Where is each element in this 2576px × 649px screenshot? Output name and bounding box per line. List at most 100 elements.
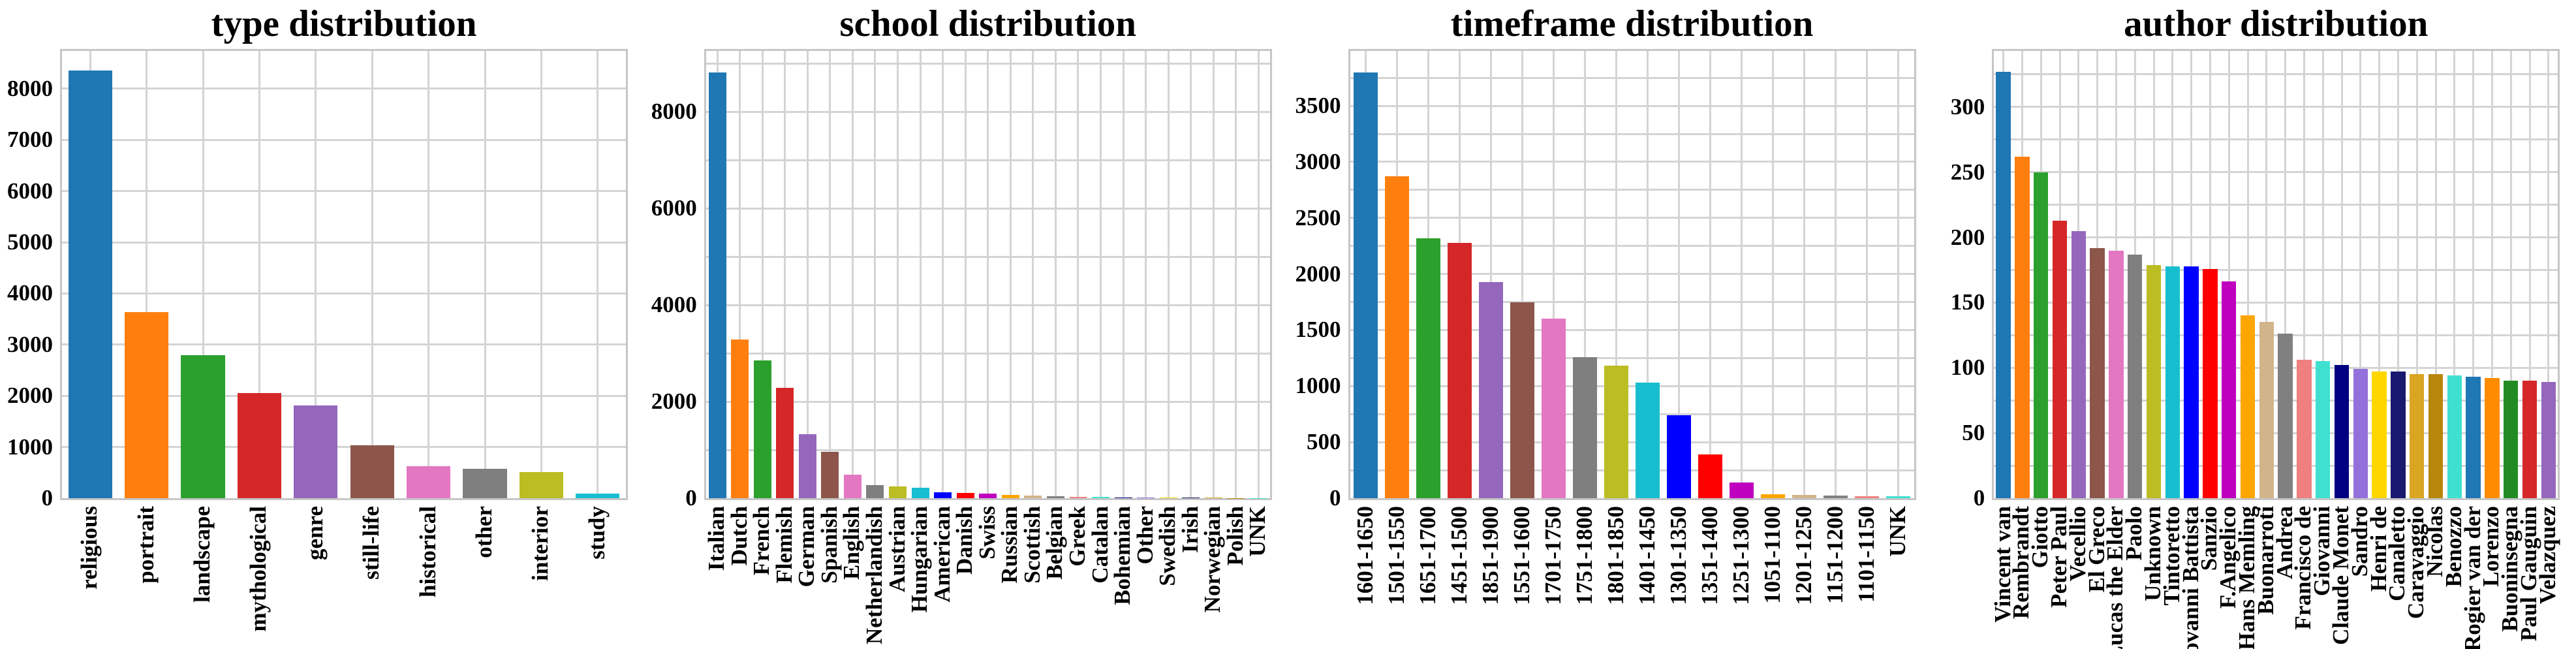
x-tick-label: genre [302, 506, 328, 560]
y-tick-label: 100 [1950, 355, 1985, 381]
y-tick-label: 200 [1950, 224, 1985, 250]
bar-1651-1700 [1416, 238, 1441, 498]
bar-claude-monet [2334, 365, 2350, 498]
x-gridline [1772, 51, 1774, 498]
bar-english [843, 474, 861, 498]
x-gridline [942, 51, 944, 498]
bar-french [753, 360, 771, 498]
bar-1751-1800 [1572, 356, 1598, 498]
bar-unk [1885, 496, 1911, 498]
x-gridline [2246, 51, 2249, 498]
bar-greek [1069, 496, 1087, 498]
x-gridline [2321, 51, 2324, 498]
y-tick-label: 50 [1962, 420, 1985, 446]
y-gridline [1994, 236, 2558, 239]
x-gridline [146, 51, 148, 498]
x-gridline [2397, 51, 2399, 498]
bar-catalan [1092, 497, 1110, 498]
x-gridline [2303, 51, 2305, 498]
x-gridline [1167, 51, 1170, 498]
x-tick-label: 1501-1550 [1383, 506, 1409, 605]
x-gridline [897, 51, 899, 498]
x-gridline [739, 51, 741, 498]
x-gridline [371, 51, 373, 498]
y-tick-label: 0 [1329, 485, 1341, 511]
plot-area [1992, 49, 2560, 500]
x-gridline [2284, 51, 2287, 498]
bar-russian [1001, 494, 1019, 498]
y-tick-label: 2000 [7, 383, 53, 409]
bar-el-greco [2090, 247, 2105, 498]
y-tick-label: 500 [1307, 429, 1341, 455]
y-tick-label: 4000 [7, 280, 53, 306]
x-tick-label: landscape [189, 506, 215, 603]
y-gridline [1350, 161, 1914, 163]
x-gridline [1584, 51, 1586, 498]
y-tick-label: 3000 [1295, 148, 1341, 174]
bar-velazquez [2541, 382, 2556, 498]
x-tick-label: 1151-1200 [1822, 506, 1848, 604]
bar-1051-1100 [1760, 494, 1786, 498]
y-tick-label: 1000 [1295, 373, 1341, 399]
bar-1301-1350 [1666, 415, 1692, 498]
plot-area [1348, 49, 1916, 500]
bar-lucas-the-elder [2109, 250, 2124, 498]
x-tick-label: 1551-1600 [1508, 506, 1534, 605]
y-gridline [1994, 204, 2558, 206]
x-gridline [597, 51, 599, 498]
bar-canaletto [2391, 372, 2406, 498]
x-gridline [761, 51, 764, 498]
x-gridline [1190, 51, 1192, 498]
x-gridline [1647, 51, 1649, 498]
x-gridline [2434, 51, 2437, 498]
x-gridline [202, 51, 204, 498]
x-gridline [1490, 51, 1492, 498]
y-gridline [1350, 356, 1914, 359]
x-gridline [2340, 51, 2343, 498]
x-gridline [874, 51, 877, 498]
x-tick-label: Greek [1064, 506, 1090, 567]
x-tick-label: study [583, 506, 610, 560]
x-gridline [806, 51, 809, 498]
bar-flemish [776, 387, 794, 498]
bar-vecellio [2071, 230, 2087, 498]
x-gridline [484, 51, 486, 498]
bar-1851-1900 [1478, 281, 1504, 498]
x-gridline [829, 51, 831, 498]
bar-rembrandt [2015, 156, 2030, 498]
x-tick-label: portrait [132, 506, 159, 584]
y-gridline [62, 190, 626, 193]
y-tick-label: 2000 [651, 388, 697, 415]
y-tick-label: 4000 [651, 292, 697, 318]
y-tick-label: 0 [1973, 485, 1985, 511]
x-tick-label: 1351-1400 [1696, 506, 1722, 605]
bar-vincent-van [1996, 71, 2011, 498]
bar-paolo [2128, 254, 2143, 498]
chart-type-distribution: type distribution religious portrait lands… [0, 0, 644, 649]
y-tick-label: 150 [1950, 289, 1985, 315]
plot-area [704, 49, 1272, 500]
y-tick-label: 0 [685, 485, 697, 511]
bar-mythological [237, 393, 282, 498]
y-gridline [1350, 385, 1914, 387]
x-tick-label: 1801-1850 [1602, 506, 1628, 605]
x-gridline [1835, 51, 1837, 498]
y-tick-label: 3000 [7, 331, 53, 357]
y-tick-label: 6000 [7, 178, 53, 204]
bar-still-life [350, 445, 394, 498]
x-tick-label: still-life [358, 506, 384, 580]
y-tick-label: 1000 [7, 434, 53, 460]
y-tick-label: 3500 [1295, 93, 1341, 119]
x-gridline [2453, 51, 2456, 498]
y-tick-label: 300 [1950, 93, 1985, 119]
bar-italian [708, 72, 726, 498]
bar-portrait [124, 311, 169, 498]
bar-1801-1850 [1604, 366, 1629, 498]
y-tick-label: 1500 [1295, 317, 1341, 343]
y-gridline [1994, 366, 2558, 369]
chart-school-distribution: school distribution Italian Dutch French Fl… [644, 0, 1288, 649]
y-tick-label: 8000 [651, 99, 697, 125]
y-gridline [62, 138, 626, 141]
bar-other [463, 469, 507, 498]
